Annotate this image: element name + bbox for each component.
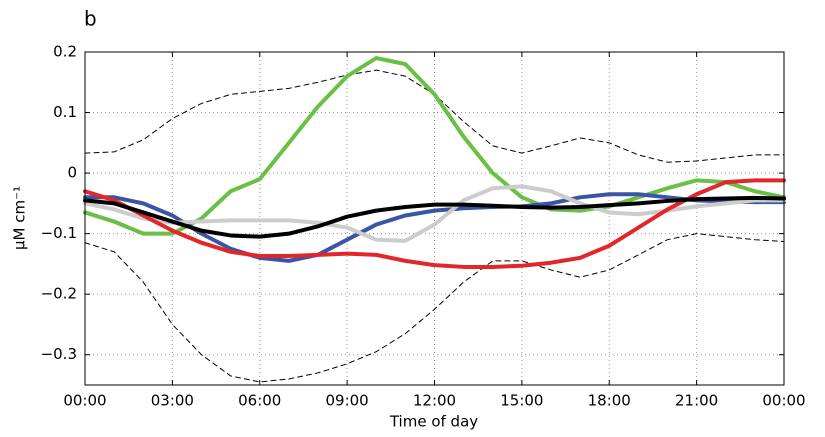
series-line [83,56,786,236]
x-tick-label: 09:00 [326,392,369,410]
plot-frame [84,51,785,386]
x-tick-label: 18:00 [588,392,631,410]
y-tick-label: 0 [67,164,77,182]
x-tick-label: 21:00 [675,392,718,410]
x-tick-label: 15:00 [500,392,543,410]
x-tick-label: 06:00 [238,392,281,410]
x-tick-label: 03:00 [151,392,194,410]
y-tick-label: −0.2 [41,285,77,303]
y-tick-label: −0.3 [41,345,77,363]
y-tick-label: −0.1 [41,224,77,242]
x-tick-label: 12:00 [413,392,456,410]
x-tick-label: 00:00 [762,392,805,410]
y-axis-label: μM cm⁻¹ [11,186,29,250]
panel-label: b [84,7,97,31]
series-line [83,178,786,269]
y-tick-label: 0.1 [53,103,77,121]
envelope-line [84,233,785,383]
x-axis-label: Time of day [389,413,478,431]
x-tick-label: 00:00 [63,392,106,410]
series-line [83,195,786,239]
y-tick-label: 0.2 [53,43,77,61]
series-line [83,192,786,263]
